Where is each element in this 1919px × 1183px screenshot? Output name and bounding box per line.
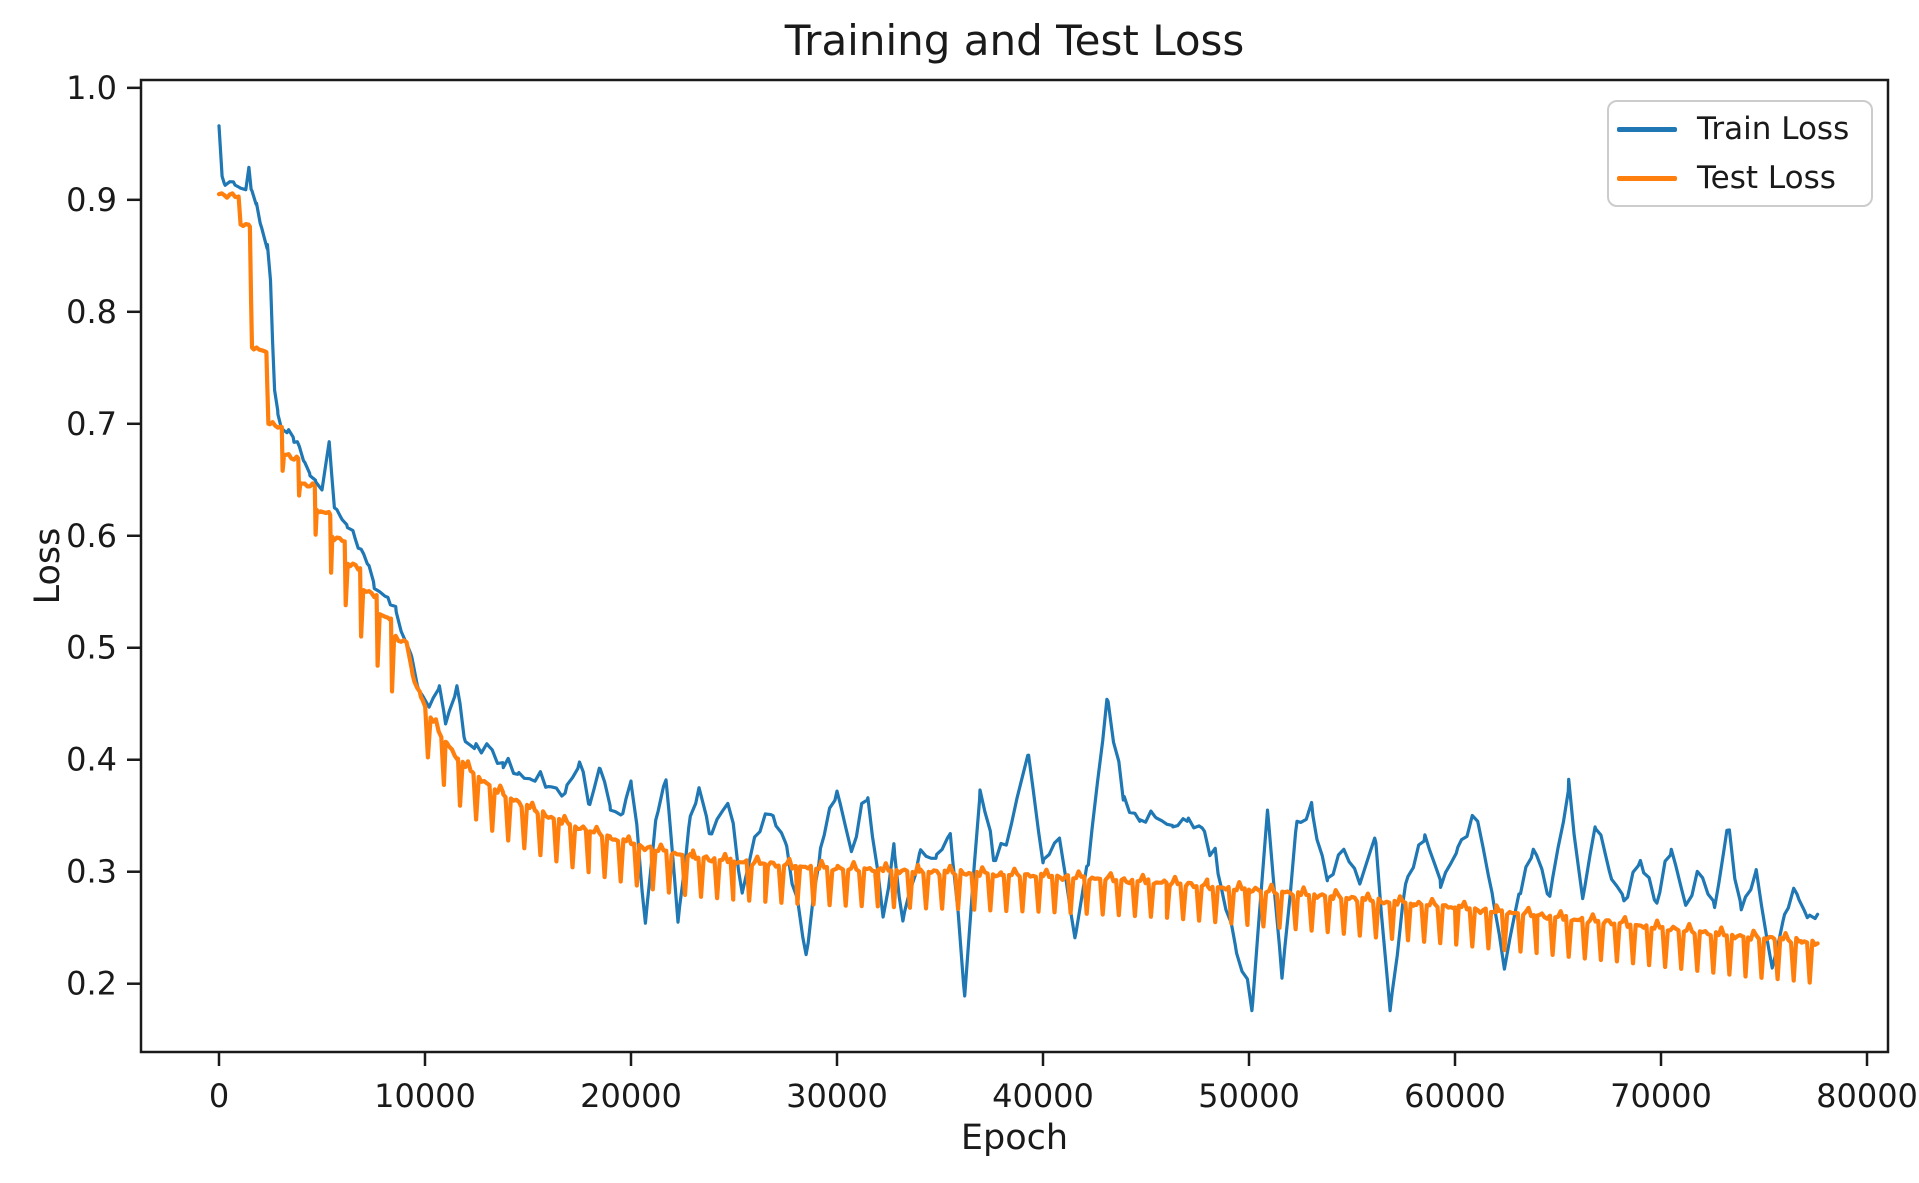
legend: Train Loss Test Loss: [1607, 100, 1873, 207]
y-tick-label: 0.5: [66, 629, 117, 667]
axes-frame: [139, 78, 1890, 1054]
test-loss-line: [216, 191, 1820, 985]
x-tick-label: 70000: [1610, 1077, 1712, 1115]
x-tick-label: 30000: [786, 1077, 888, 1115]
legend-label-test: Test Loss: [1697, 160, 1836, 196]
y-tick-label: 0.4: [66, 741, 117, 779]
y-tick-label: 0.3: [66, 853, 117, 891]
x-tick-label: 50000: [1198, 1077, 1300, 1115]
legend-item-test: Test Loss: [1617, 156, 1871, 200]
legend-item-train: Train Loss: [1617, 107, 1871, 151]
x-tick-label: 80000: [1816, 1077, 1918, 1115]
chart-title: Training and Test Loss: [784, 16, 1245, 65]
x-tick-label: 60000: [1404, 1077, 1506, 1115]
test-loss-line-swatch: [1617, 175, 1677, 181]
x-tick-label: 40000: [992, 1077, 1094, 1115]
train-loss-line-swatch: [1617, 126, 1677, 132]
y-tick-label: 0.9: [66, 181, 117, 219]
x-axis-label: Epoch: [960, 1118, 1069, 1158]
y-tick-label: 0.6: [66, 517, 117, 555]
legend-label-train: Train Loss: [1697, 111, 1850, 147]
y-tick-label: 0.8: [66, 293, 117, 331]
y-tick-label: 1.0: [66, 69, 117, 107]
y-tick-label: 0.2: [66, 965, 117, 1003]
x-tick-label: 0: [209, 1077, 229, 1115]
x-tick-label: 20000: [580, 1077, 682, 1115]
y-tick-label: 0.7: [66, 405, 117, 443]
y-axis-label: Loss: [28, 527, 68, 605]
x-tick-label: 10000: [374, 1077, 476, 1115]
